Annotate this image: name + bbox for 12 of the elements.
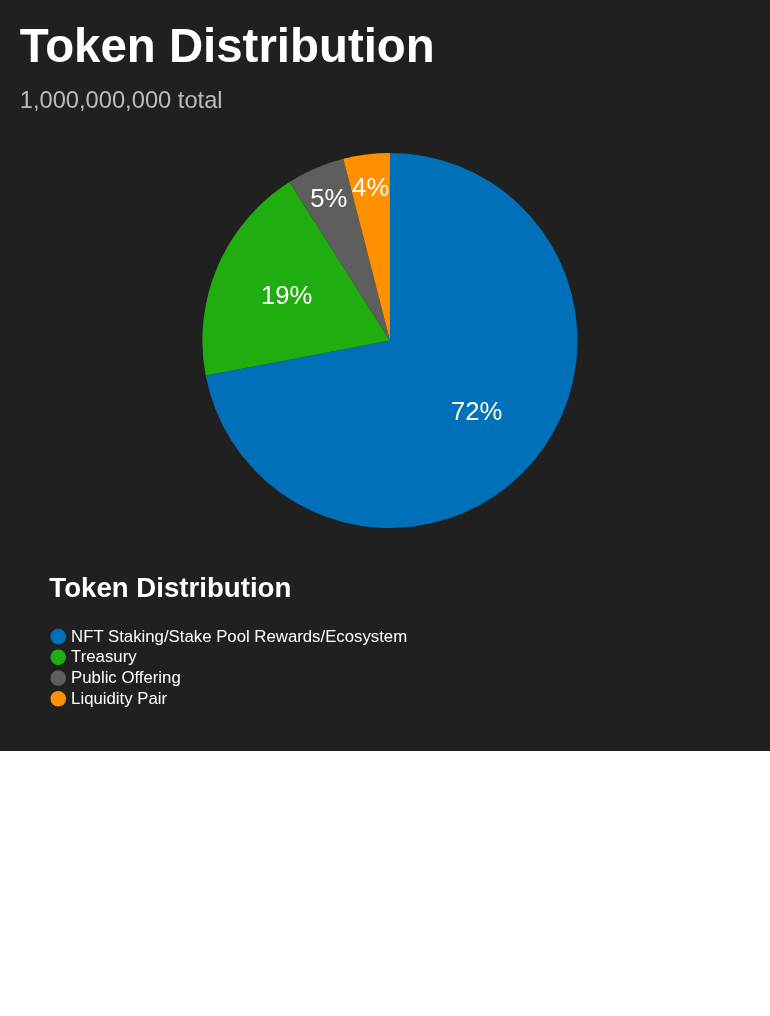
data-label: 5% <box>310 184 348 213</box>
chart-title: Token Distribution <box>19 19 435 73</box>
legend-label: Treasury <box>71 647 138 667</box>
legend-title: Token Distribution <box>49 572 292 604</box>
data-label: 4% <box>352 172 390 201</box>
data-label: 72% <box>450 397 503 426</box>
pie-slice <box>205 152 578 528</box>
data-label: 19% <box>260 280 313 309</box>
legend-label: Public Offering <box>71 668 181 688</box>
legend-label: Liquidity Pair <box>71 688 168 708</box>
chart-subtitle: 1,000,000,000 total <box>19 87 223 114</box>
legend-label: NFT Staking/Stake Pool Rewards/Ecosystem <box>71 626 408 646</box>
